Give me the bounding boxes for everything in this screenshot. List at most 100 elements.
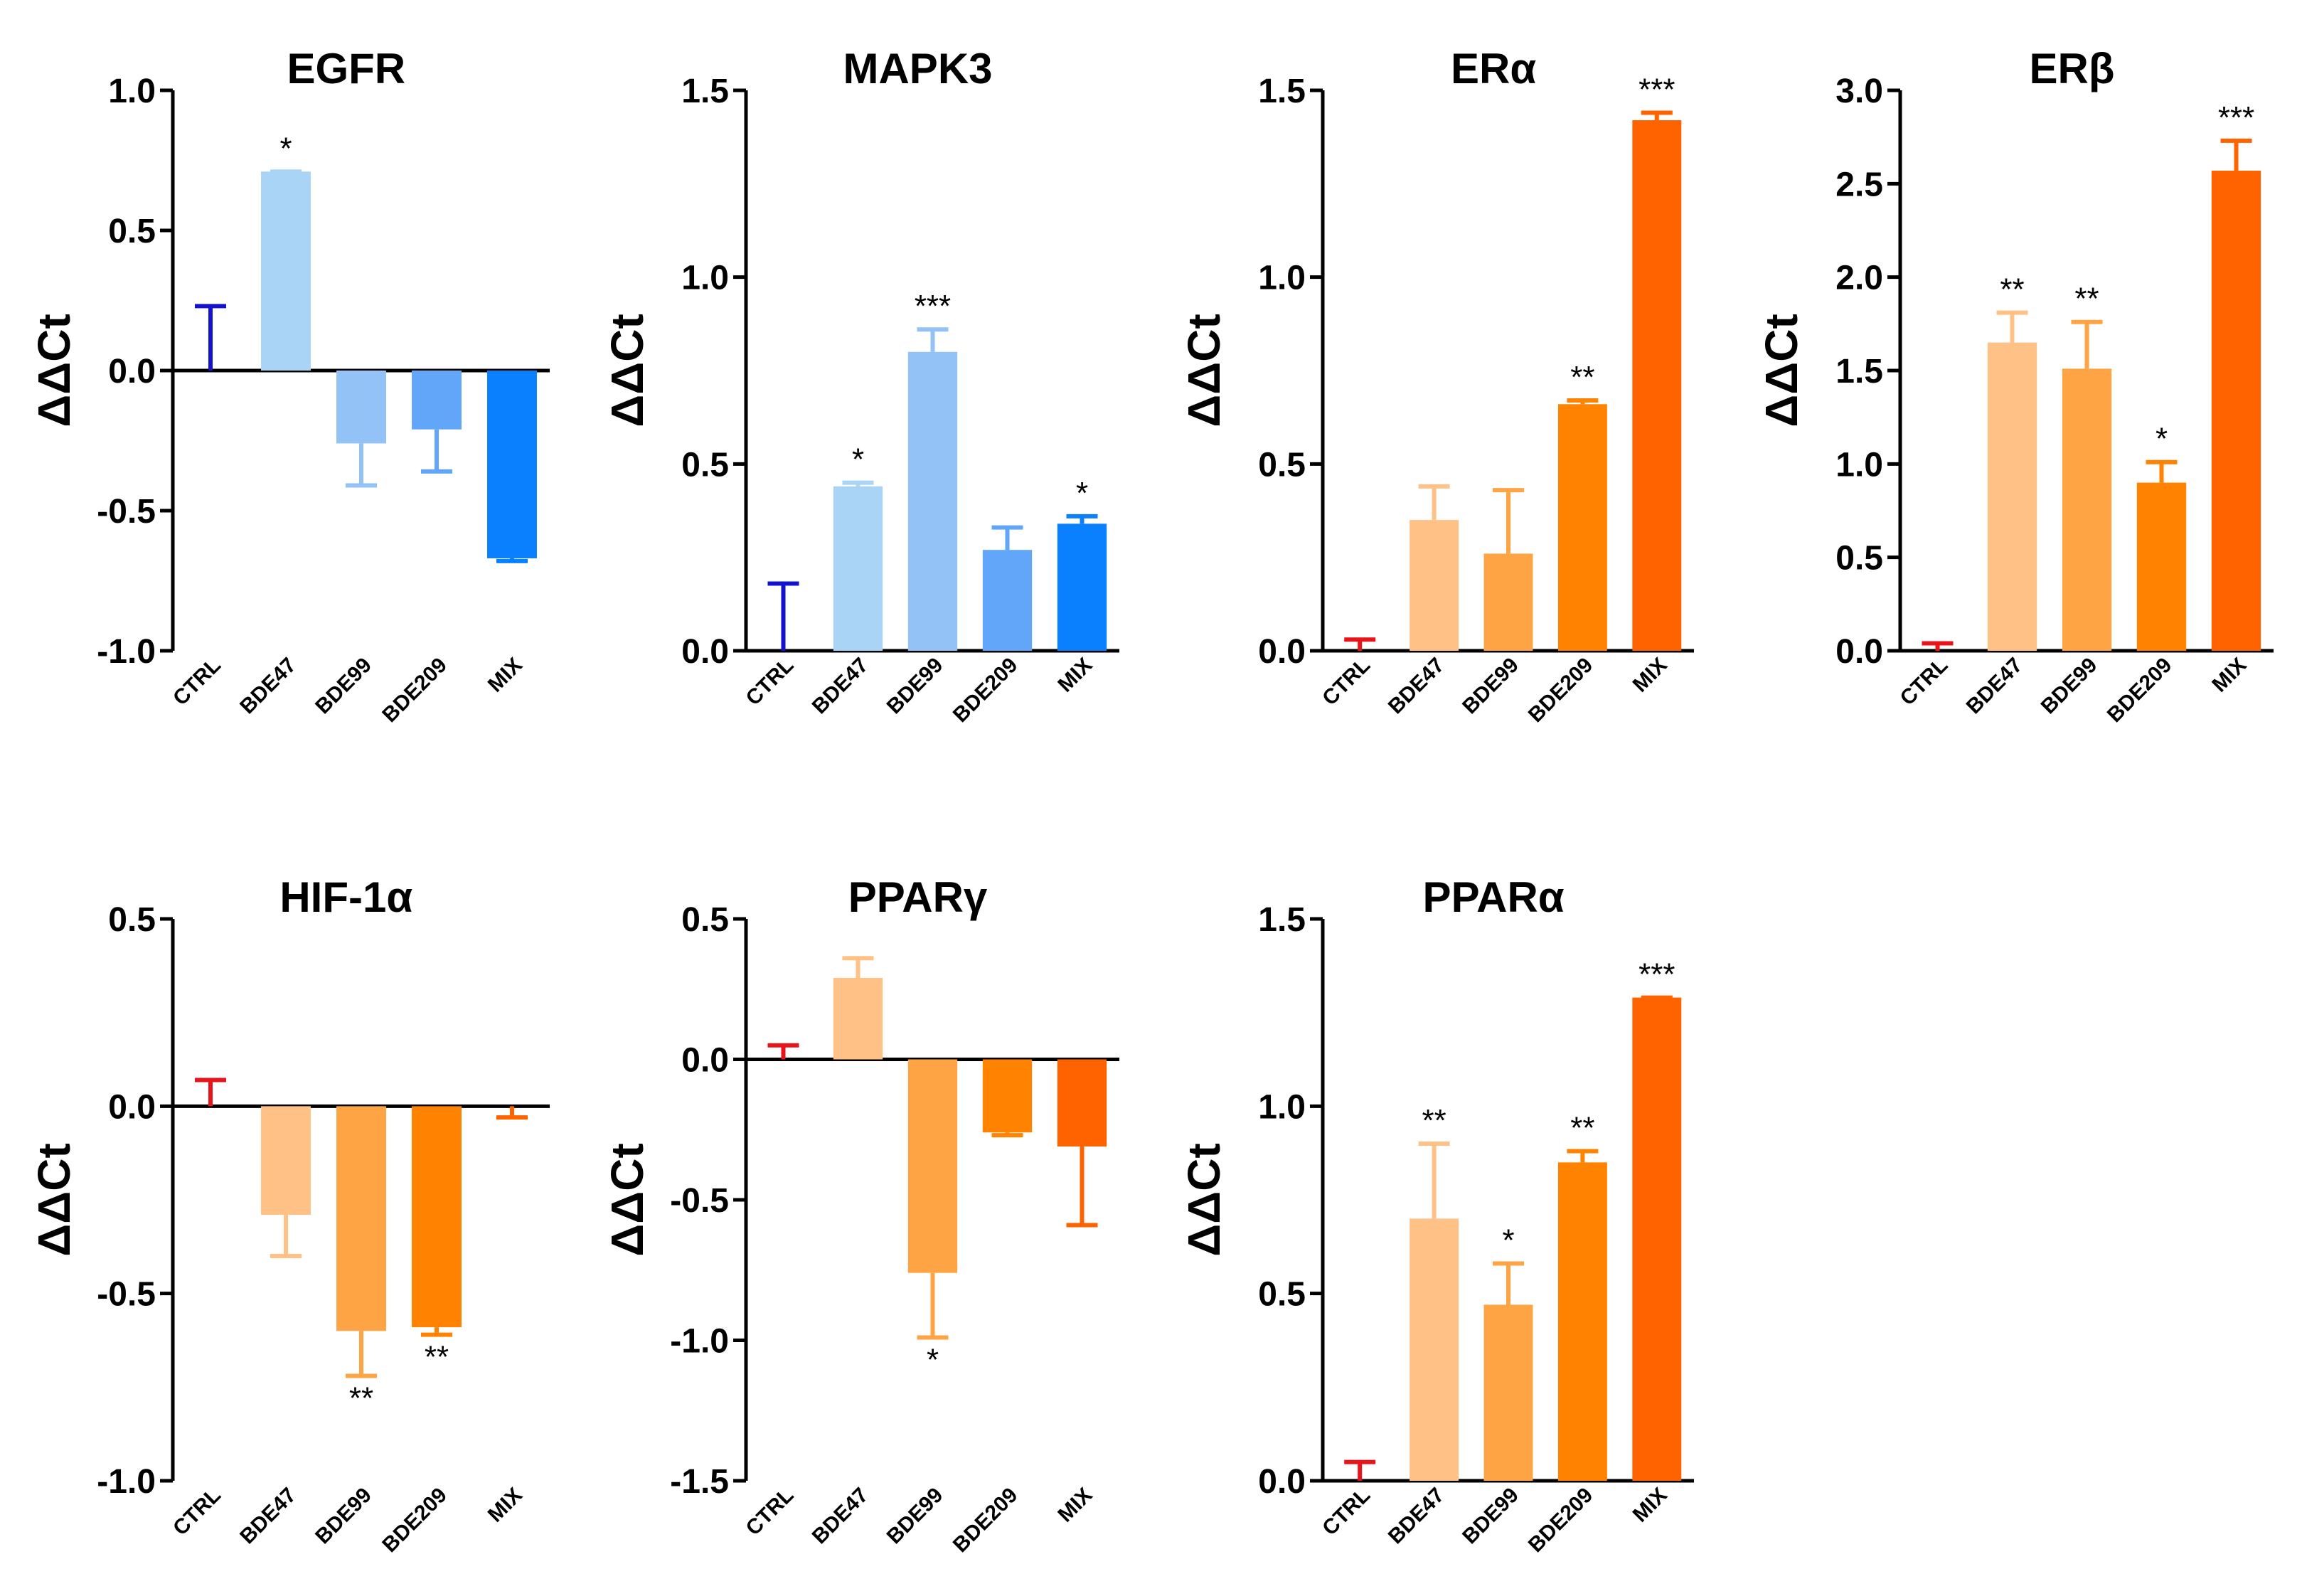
- chart-title: PPARγ: [848, 873, 988, 921]
- bar-bde99: [907, 1059, 958, 1273]
- x-tick-label: BDE47: [1384, 1484, 1449, 1549]
- bar-bde99: [1483, 1304, 1533, 1481]
- chart-panel: HIF-1α ΔΔCt 0.5 0.0 -0.5 -1.0 CTRL BDE47 ** BDE99…: [28, 873, 550, 1557]
- y-tick-label: 2.0: [1835, 260, 1883, 297]
- y-tick-label: 0.0: [1258, 1463, 1306, 1501]
- bar-bde47: [833, 977, 883, 1060]
- significance-label: *: [1076, 476, 1088, 511]
- y-tick-label: -1.0: [670, 1323, 729, 1361]
- bar-bde209: [982, 550, 1033, 651]
- y-tick-label: -1.0: [97, 1463, 156, 1501]
- x-tick-label: BDE209: [949, 654, 1023, 728]
- y-tick-label: 1.0: [1258, 1088, 1306, 1126]
- bar-mix: [487, 371, 537, 558]
- bar-bde209: [412, 1106, 462, 1328]
- bar-bde47: [1987, 342, 2037, 651]
- y-axis-label: ΔΔCt: [1756, 314, 1807, 427]
- significance-label: **: [1422, 1103, 1446, 1138]
- y-tick-label: -0.5: [97, 1276, 156, 1314]
- y-tick-label: 0.0: [108, 1088, 156, 1126]
- y-tick-label: 1.0: [681, 260, 729, 297]
- chart-panel: MAPK3 ΔΔCt 1.5 1.0 0.5 0.0 CTRL * BDE47 *** BDE99 B…: [602, 45, 1119, 727]
- significance-label: **: [349, 1381, 373, 1416]
- x-tick-label: BDE99: [311, 654, 376, 719]
- y-tick-label: 3.0: [1835, 73, 1883, 110]
- x-tick-label: MIX: [484, 654, 527, 697]
- chart-panel: EGFR ΔΔCt 1.0 0.5 0.0 -0.5 -1.0 CTRL * BDE47 BDE99…: [28, 45, 550, 727]
- significance-label: **: [425, 1340, 449, 1375]
- x-tick-label: MIX: [484, 1484, 527, 1527]
- bar-bde209: [1557, 404, 1607, 651]
- y-tick-label: 1.5: [681, 73, 729, 110]
- y-tick-label: 1.0: [108, 73, 156, 110]
- x-tick-label: BDE47: [1962, 654, 2027, 719]
- bar-bde209: [412, 371, 462, 430]
- bar-bde209: [982, 1059, 1033, 1133]
- y-tick-label: 0.5: [108, 901, 156, 939]
- x-tick-label: MIX: [1629, 1484, 1672, 1527]
- y-tick-label: -0.5: [670, 1182, 729, 1220]
- y-tick-label: 0.5: [681, 446, 729, 484]
- bar-bde209: [1557, 1162, 1607, 1481]
- x-tick-label: BDE99: [1458, 1484, 1523, 1549]
- significance-label: *: [1502, 1223, 1514, 1258]
- x-tick-label: BDE47: [235, 1484, 301, 1549]
- x-tick-label: CTRL: [1896, 654, 1953, 711]
- significance-label: *: [279, 131, 292, 166]
- x-tick-label: MIX: [2207, 654, 2251, 697]
- y-axis-label: ΔΔCt: [1178, 1143, 1230, 1257]
- bar-mix: [2211, 170, 2261, 651]
- significance-label: *: [852, 442, 864, 477]
- bar-bde209: [2136, 482, 2187, 651]
- bar-mix: [1057, 1059, 1107, 1147]
- x-tick-label: MIX: [1053, 654, 1097, 697]
- significance-label: *: [927, 1343, 939, 1378]
- bar-bde99: [2062, 368, 2112, 651]
- x-tick-label: CTRL: [742, 1484, 799, 1541]
- x-tick-label: CTRL: [1318, 654, 1375, 711]
- bar-bde47: [1410, 1218, 1459, 1481]
- y-tick-label: 1.0: [1258, 260, 1306, 297]
- y-tick-label: -0.5: [97, 493, 156, 531]
- bar-bde99: [907, 351, 958, 651]
- chart-title: HIF-1α: [279, 873, 412, 921]
- y-tick-label: -1.0: [97, 633, 156, 671]
- y-axis-label: ΔΔCt: [602, 314, 653, 427]
- y-tick-label: 1.5: [1258, 73, 1306, 110]
- y-tick-label: 0.5: [1258, 446, 1306, 484]
- x-tick-label: BDE47: [808, 654, 873, 719]
- x-tick-label: BDE99: [2037, 654, 2102, 719]
- chart-title: EGFR: [287, 45, 405, 92]
- x-tick-label: BDE209: [1524, 654, 1598, 728]
- significance-label: **: [1570, 1111, 1594, 1146]
- y-tick-label: 1.5: [1258, 901, 1306, 939]
- x-tick-label: BDE47: [808, 1484, 873, 1549]
- x-tick-label: BDE99: [883, 654, 948, 719]
- x-tick-label: BDE209: [378, 654, 452, 728]
- x-tick-label: CTRL: [169, 1484, 225, 1541]
- bar-bde99: [336, 371, 386, 444]
- chart-title: ERβ: [2030, 45, 2115, 92]
- y-tick-label: 0.5: [1258, 1276, 1306, 1314]
- x-tick-label: MIX: [1629, 654, 1672, 697]
- chart-title: MAPK3: [843, 45, 992, 92]
- chart-panel: PPARα ΔΔCt 1.5 1.0 0.5 0.0 CTRL ** BDE47 * BDE99 **…: [1178, 873, 1694, 1557]
- bar-mix: [1632, 120, 1682, 651]
- bar-bde99: [1483, 553, 1533, 651]
- y-tick-label: -1.5: [670, 1463, 729, 1501]
- bar-bde47: [261, 171, 311, 371]
- bar-bde99: [336, 1106, 386, 1331]
- y-tick-label: 0.5: [108, 213, 156, 250]
- significance-label: ***: [1638, 957, 1675, 992]
- bar-mix: [1632, 997, 1682, 1481]
- x-tick-label: BDE209: [949, 1484, 1023, 1558]
- x-tick-label: BDE209: [378, 1484, 452, 1558]
- y-tick-label: 0.0: [1835, 633, 1883, 671]
- bar-bde47: [1410, 520, 1459, 651]
- y-tick-label: 0.5: [1835, 540, 1883, 578]
- chart-panel: ERβ ΔΔCt 3.0 2.5 2.0 1.5 1.0 0.5 0.0 CTRL ** BDE47 *…: [1756, 45, 2274, 727]
- y-tick-label: 0.0: [108, 353, 156, 390]
- y-tick-label: 0.0: [1258, 633, 1306, 671]
- x-tick-label: CTRL: [742, 654, 799, 711]
